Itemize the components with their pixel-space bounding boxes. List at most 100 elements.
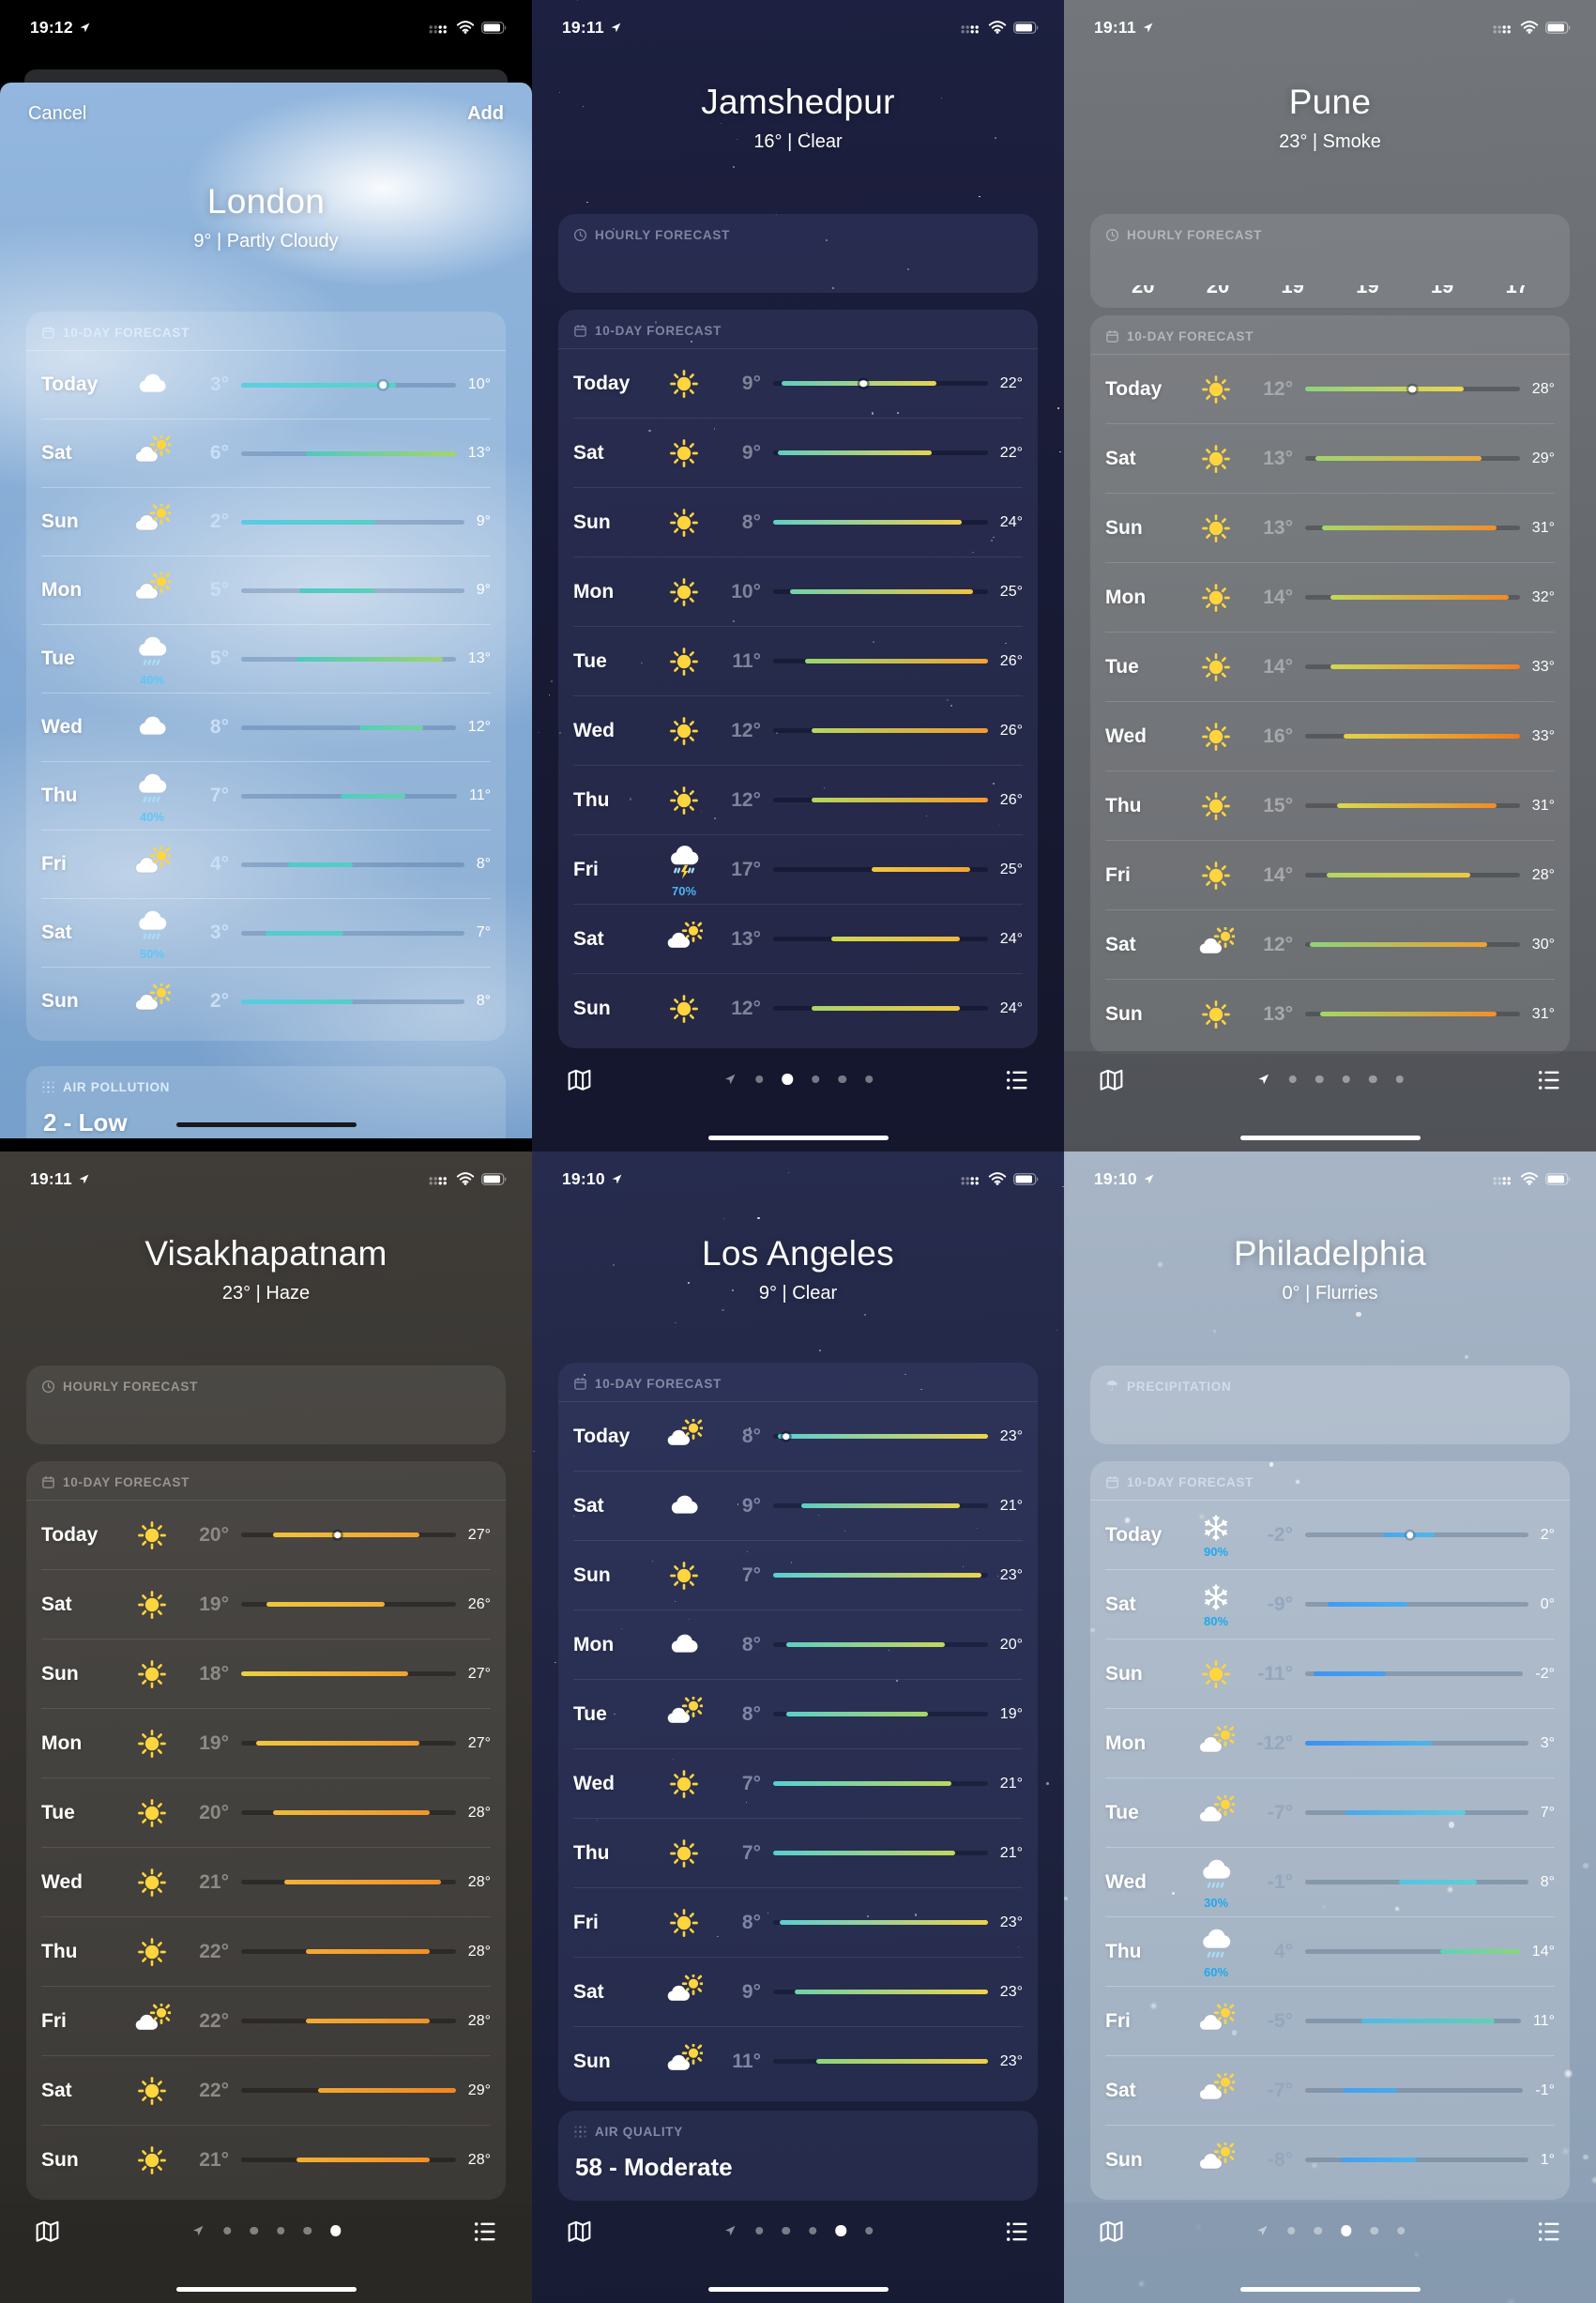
forecast-row[interactable]: Sat 12° 30° — [1105, 909, 1555, 979]
forecast-row[interactable]: Sat 9° 23° — [573, 1957, 1023, 2026]
ten-day-forecast-card[interactable]: 10-DAY FORECAST Today 20° 27° Sat 19° 26… — [26, 1461, 506, 2200]
forecast-row[interactable]: Sat 6° 13° — [41, 419, 491, 487]
forecast-row[interactable]: Sat 50% 3° 7° — [41, 898, 491, 967]
city-list-button[interactable] — [1532, 2215, 1566, 2249]
ten-day-forecast-card[interactable]: 10-DAY FORECAST Today 90% -2° 2° Sat 80%… — [1090, 1461, 1570, 2200]
cancel-button[interactable]: Cancel — [28, 103, 87, 124]
forecast-row[interactable]: Wed 8° 12° — [41, 693, 491, 761]
forecast-row[interactable]: Tue -7° 7° — [1105, 1777, 1555, 1847]
forecast-row[interactable]: Sat 13° 29° — [1105, 423, 1555, 493]
current-location-page-icon[interactable] — [723, 1073, 737, 1086]
ten-day-forecast-card[interactable]: 10-DAY FORECAST Today 12° 28° Sat 13° 29… — [1090, 315, 1570, 1054]
home-indicator[interactable] — [707, 1135, 889, 1140]
forecast-row[interactable]: Thu 22° 28° — [41, 1916, 491, 1986]
page-indicator[interactable] — [723, 2224, 874, 2237]
ten-day-forecast-card[interactable]: 10-DAY FORECAST Today 3° 10° Sat 6° 13° … — [26, 312, 506, 1041]
hourly-forecast-card[interactable]: HOURLY FORECAST — [558, 214, 1038, 293]
forecast-row[interactable]: Thu 60% 4° 14° — [1105, 1916, 1555, 1986]
forecast-row[interactable]: Tue 20° 28° — [41, 1777, 491, 1847]
page-indicator[interactable] — [1255, 2224, 1406, 2237]
forecast-row[interactable]: Fri 4° 8° — [41, 830, 491, 898]
forecast-row[interactable]: Sun 11° 23° — [573, 2026, 1023, 2096]
forecast-row[interactable]: Sat 19° 26° — [41, 1569, 491, 1639]
forecast-row[interactable]: Sat 9° 21° — [573, 1471, 1023, 1540]
page-dot[interactable] — [811, 1075, 820, 1084]
forecast-row[interactable]: Today 20° 27° — [41, 1501, 491, 1569]
forecast-row[interactable]: Wed 7° 21° — [573, 1748, 1023, 1818]
page-dot[interactable] — [754, 2226, 764, 2235]
page-dot[interactable] — [838, 1075, 846, 1084]
forecast-row[interactable]: Sun -11° -2° — [1105, 1639, 1555, 1708]
forecast-row[interactable]: Tue 14° 33° — [1105, 632, 1555, 701]
page-indicator[interactable] — [1256, 1073, 1404, 1086]
forecast-row[interactable]: Fri 14° 28° — [1105, 840, 1555, 909]
forecast-row[interactable]: Fri 22° 28° — [41, 1986, 491, 2055]
air-pollution-card[interactable]: AIR POLLUTION 2 - Low — [26, 1066, 506, 1138]
page-dot[interactable] — [754, 1075, 764, 1084]
map-button[interactable] — [562, 2214, 597, 2249]
forecast-row[interactable]: Sun 13° 31° — [1105, 979, 1555, 1048]
forecast-row[interactable]: Wed 30% -1° 8° — [1105, 1847, 1555, 1916]
city-list-button[interactable] — [468, 2215, 502, 2249]
forecast-row[interactable]: Wed 16° 33° — [1105, 701, 1555, 770]
add-button[interactable]: Add — [467, 103, 504, 124]
ten-day-forecast-card[interactable]: 10-DAY FORECAST Today 9° 22° Sat 9° 22° … — [558, 310, 1038, 1048]
forecast-row[interactable]: Tue 11° 26° — [573, 626, 1023, 695]
forecast-row[interactable]: Fri 70% 17° 25° — [573, 834, 1023, 904]
forecast-row[interactable]: Sat 22° 29° — [41, 2055, 491, 2125]
map-button[interactable] — [30, 2214, 65, 2249]
forecast-row[interactable]: Sun 2° 9° — [41, 487, 491, 556]
home-indicator[interactable] — [175, 1121, 357, 1127]
page-dot[interactable] — [250, 2226, 258, 2235]
page-dot[interactable] — [1395, 1075, 1404, 1084]
page-dot[interactable] — [1288, 1075, 1297, 1084]
page-dot[interactable] — [808, 2226, 817, 2235]
forecast-row[interactable]: Sun -8° 1° — [1105, 2125, 1555, 2194]
map-button[interactable] — [562, 1062, 597, 1097]
forecast-row[interactable]: Today 12° 28° — [1105, 355, 1555, 423]
forecast-row[interactable]: Sun 7° 23° — [573, 1540, 1023, 1609]
forecast-row[interactable]: Sat 13° 24° — [573, 904, 1023, 973]
forecast-row[interactable]: Sat 80% -9° 0° — [1105, 1569, 1555, 1639]
current-location-page-icon[interactable] — [1256, 1073, 1269, 1086]
page-dot[interactable] — [1370, 2226, 1378, 2235]
forecast-row[interactable]: Mon 14° 32° — [1105, 562, 1555, 632]
current-location-page-icon[interactable] — [1255, 2224, 1269, 2237]
forecast-row[interactable]: Thu 12° 26° — [573, 765, 1023, 834]
page-indicator[interactable] — [723, 1073, 874, 1086]
page-dot[interactable] — [1342, 1075, 1350, 1084]
forecast-row[interactable]: Thu 7° 21° — [573, 1818, 1023, 1887]
forecast-row[interactable]: Mon 8° 20° — [573, 1609, 1023, 1679]
precipitation-card[interactable]: ☂ PRECIPITATION — [1090, 1365, 1570, 1444]
forecast-row[interactable]: Sun 12° 24° — [573, 973, 1023, 1043]
forecast-row[interactable]: Sat -7° -1° — [1105, 2055, 1555, 2125]
map-button[interactable] — [1094, 2214, 1129, 2249]
page-dot[interactable] — [303, 2226, 312, 2235]
hourly-forecast-card[interactable]: HOURLY FORECAST — [26, 1365, 506, 1444]
forecast-row[interactable]: Tue 8° 19° — [573, 1679, 1023, 1748]
forecast-row[interactable]: Today 9° 22° — [573, 349, 1023, 418]
home-indicator[interactable] — [1239, 1135, 1421, 1140]
forecast-row[interactable]: Today 90% -2° 2° — [1105, 1501, 1555, 1569]
forecast-row[interactable]: Today 8° 23° — [573, 1402, 1023, 1471]
forecast-row[interactable]: Today 3° 10° — [41, 351, 491, 419]
forecast-row[interactable]: Mon 19° 27° — [41, 1708, 491, 1777]
forecast-row[interactable]: Wed 12° 26° — [573, 695, 1023, 765]
city-list-button[interactable] — [1000, 2215, 1034, 2249]
forecast-row[interactable]: Sun 2° 8° — [41, 967, 491, 1035]
page-dot[interactable] — [864, 1075, 874, 1084]
forecast-row[interactable]: Sun 18° 27° — [41, 1639, 491, 1708]
page-dot-active[interactable] — [782, 1074, 793, 1085]
forecast-row[interactable]: Wed 21° 28° — [41, 1847, 491, 1916]
forecast-row[interactable]: Thu 15° 31° — [1105, 770, 1555, 840]
page-dot[interactable] — [1396, 2226, 1406, 2235]
forecast-row[interactable]: Mon 5° 9° — [41, 556, 491, 624]
forecast-row[interactable]: Sat 9° 22° — [573, 418, 1023, 487]
page-dot[interactable] — [782, 2226, 790, 2235]
home-indicator[interactable] — [1239, 2286, 1421, 2292]
forecast-row[interactable]: Sun 21° 28° — [41, 2125, 491, 2194]
hourly-forecast-card[interactable]: HOURLY FORECAST 20 20 19 19 19 17 — [1090, 214, 1570, 308]
page-dot[interactable] — [1315, 1075, 1324, 1084]
page-dot-active[interactable] — [1340, 2225, 1352, 2236]
city-list-button[interactable] — [1532, 1063, 1566, 1097]
